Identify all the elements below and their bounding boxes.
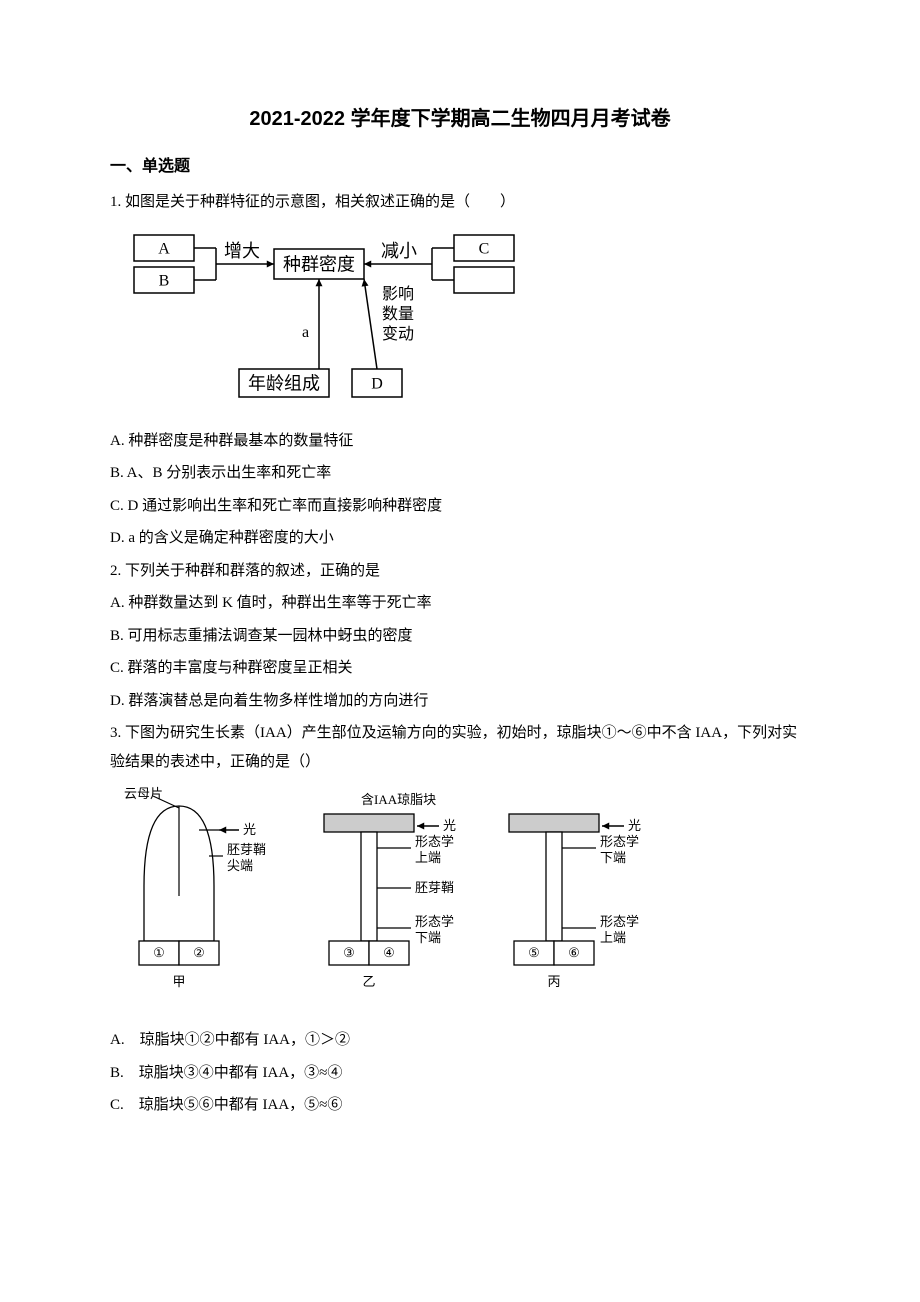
- q2-optC: C. 群落的丰富度与种群密度呈正相关: [110, 654, 810, 683]
- q3-optC: C. 琼脂块⑤⑥中都有 IAA，⑤≈⑥: [110, 1091, 810, 1120]
- svg-text:光: 光: [628, 818, 641, 833]
- svg-text:胚芽鞘: 胚芽鞘: [415, 880, 454, 895]
- svg-text:丙: 丙: [547, 974, 560, 989]
- q2-optD: D. 群落演替总是向着生物多样性增加的方向进行: [110, 687, 810, 716]
- q1-stem: 1. 如图是关于种群特征的示意图，相关叙述正确的是（ ）: [110, 188, 810, 217]
- svg-text:影响: 影响: [382, 285, 414, 303]
- svg-text:变动: 变动: [382, 325, 414, 343]
- svg-text:种群密度: 种群密度: [283, 254, 355, 274]
- svg-text:含IAA琼脂块: 含IAA琼脂块: [361, 792, 436, 807]
- svg-text:②: ②: [193, 945, 205, 960]
- section-heading: 一、单选题: [110, 152, 810, 182]
- svg-text:光: 光: [443, 818, 456, 833]
- svg-text:增大: 增大: [224, 241, 260, 261]
- svg-text:上端: 上端: [600, 930, 626, 945]
- q3-stem: 3. 下图为研究生长素（IAA）产生部位及运输方向的实验，初始时，琼脂块①～⑥中…: [110, 719, 810, 776]
- svg-text:③: ③: [343, 945, 355, 960]
- q1-optD: D. a 的含义是确定种群密度的大小: [110, 524, 810, 553]
- svg-text:形态学: 形态学: [600, 914, 639, 929]
- svg-text:A: A: [158, 240, 170, 257]
- svg-text:⑤: ⑤: [528, 945, 540, 960]
- q1-optB: B. A、B 分别表示出生率和死亡率: [110, 459, 810, 488]
- svg-text:C: C: [479, 240, 490, 257]
- svg-text:下端: 下端: [415, 930, 441, 945]
- svg-text:⑥: ⑥: [568, 945, 580, 960]
- svg-text:减小: 减小: [381, 241, 417, 261]
- svg-text:形态学: 形态学: [415, 914, 454, 929]
- q1-optA: A. 种群密度是种群最基本的数量特征: [110, 427, 810, 456]
- svg-text:年龄组成: 年龄组成: [248, 373, 320, 393]
- svg-text:B: B: [159, 272, 170, 289]
- svg-text:甲: 甲: [172, 974, 185, 989]
- svg-text:光: 光: [243, 822, 256, 837]
- page-title: 2021-2022 学年度下学期高二生物四月月考试卷: [110, 100, 810, 138]
- q2-stem: 2. 下列关于种群和群落的叙述，正确的是: [110, 557, 810, 586]
- q1-optC: C. D 通过影响出生率和死亡率而直接影响种群密度: [110, 492, 810, 521]
- svg-text:云母片: 云母片: [124, 786, 163, 801]
- q3-diagram: ①②甲云母片光胚芽鞘尖端③④乙含IAA琼脂块光形态学上端胚芽鞘形态学下端⑤⑥丙光…: [124, 786, 810, 1006]
- svg-text:胚芽鞘: 胚芽鞘: [227, 842, 266, 857]
- svg-text:下端: 下端: [600, 850, 626, 865]
- svg-text:形态学: 形态学: [415, 834, 454, 849]
- q2-optB: B. 可用标志重捕法调查某一园林中蚜虫的密度: [110, 622, 810, 651]
- svg-text:形态学: 形态学: [600, 834, 639, 849]
- q1-diagram: AB C 种群密度 增大 减小年龄组成 a D 影响数量变动: [124, 227, 810, 407]
- svg-text:上端: 上端: [415, 850, 441, 865]
- svg-text:数量: 数量: [382, 305, 414, 323]
- svg-text:尖端: 尖端: [227, 858, 253, 873]
- svg-text:D: D: [371, 375, 383, 392]
- svg-text:a: a: [302, 324, 309, 341]
- svg-text:①: ①: [153, 945, 165, 960]
- svg-text:乙: 乙: [362, 974, 375, 989]
- q3-optB: B. 琼脂块③④中都有 IAA，③≈④: [110, 1059, 810, 1088]
- q2-optA: A. 种群数量达到 K 值时，种群出生率等于死亡率: [110, 589, 810, 618]
- q3-optA: A. 琼脂块①②中都有 IAA，①＞②: [110, 1026, 810, 1055]
- svg-text:④: ④: [383, 945, 395, 960]
